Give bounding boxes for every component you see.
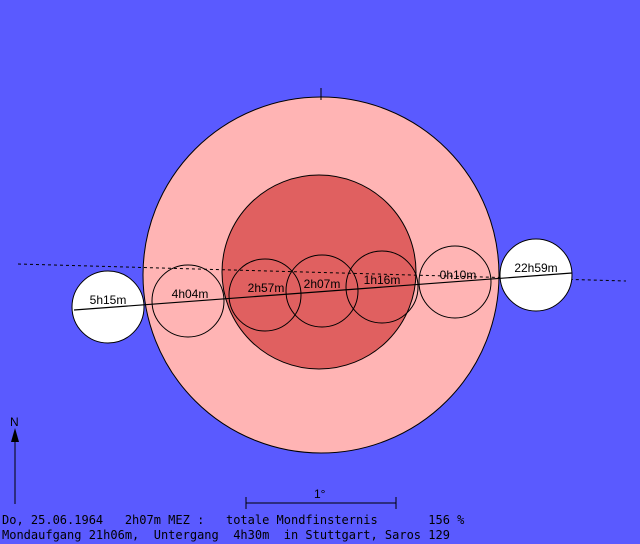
moon-time-label: 0h10m (440, 268, 477, 282)
moonrise-info-line: Mondaufgang 21h06m, Untergang 4h30m in S… (2, 528, 450, 542)
north-arrow-head (11, 428, 19, 442)
moon-time-label: 1h16m (364, 273, 401, 287)
eclipse-info-line: Do, 25.06.1964 2h07m MEZ : totale Mondfi… (2, 513, 465, 527)
scale-bar: 1° (245, 487, 397, 509)
north-arrow: N (10, 415, 19, 504)
moon-time-label: 2h57m (248, 281, 285, 295)
moon-disk (228, 258, 302, 332)
moon-time-label: 2h07m (304, 277, 341, 291)
moon-disk (285, 254, 359, 328)
moon-positions (71, 238, 573, 344)
moon-time-label: 5h15m (90, 293, 127, 307)
moon-disk (499, 238, 573, 312)
moon-time-labels: 5h15m 4h04m 2h57m 2h07m 1h16m 0h10m 22h59m (90, 261, 558, 307)
moon-path-line (73, 272, 573, 311)
moon-disk (345, 250, 419, 324)
north-label: N (10, 415, 19, 429)
moon-time-label: 22h59m (514, 261, 557, 275)
moon-disk (418, 245, 492, 319)
scale-label: 1° (314, 487, 326, 501)
moon-time-label: 4h04m (172, 287, 209, 301)
moon-disk (151, 264, 225, 338)
